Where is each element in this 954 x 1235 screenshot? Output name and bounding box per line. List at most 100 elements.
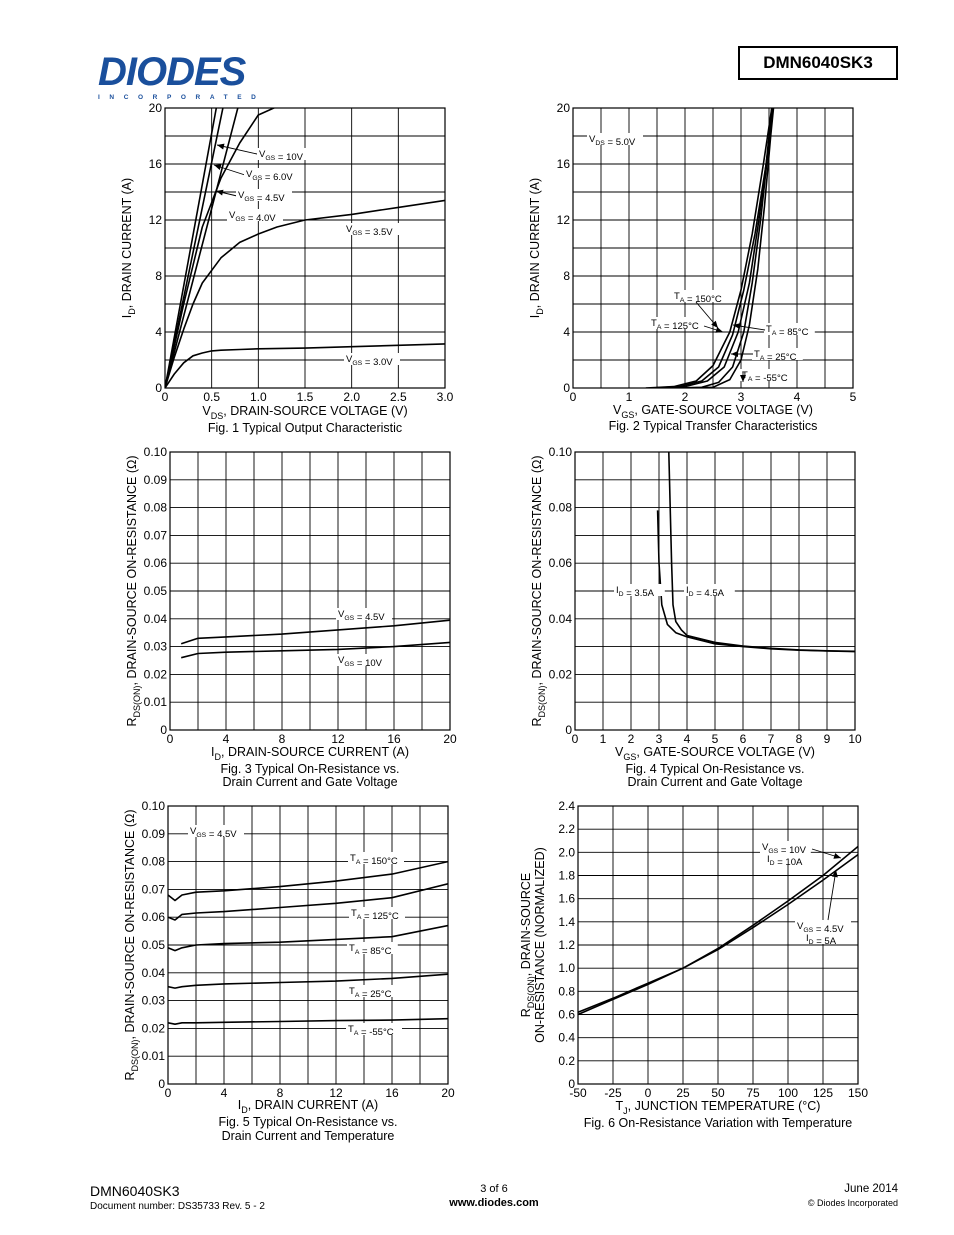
fig6-chart: -50 -25 0 25 50 75 100 125 150 0 0.2 0.4 0.6 0.8 1.0 1.…: [519, 799, 868, 1130]
text-main: I: [806, 933, 809, 944]
text-main: (A): [392, 745, 409, 759]
annotation-bg: [347, 985, 398, 997]
text-subscript: DS: [211, 411, 224, 421]
x-axis-label: TJ, JUNCTION TEMPERATURE (°C): [616, 1099, 821, 1116]
annotation-bg: [257, 148, 308, 160]
x-tick-label: 12: [331, 732, 345, 746]
text-main: VOLTAGE: [738, 745, 795, 759]
series-line: [180, 619, 450, 645]
annotation-bg: [336, 608, 392, 620]
y-tick-label: 0.01: [144, 695, 168, 709]
x-tick-label: 16: [387, 732, 401, 746]
chart-caption: Fig. 2 Typical Transfer Characteristics: [609, 419, 818, 433]
text-main: (V): [796, 403, 813, 417]
text-main: DRAIN-SOURCE: [125, 582, 139, 679]
series-annotation: TA = 150°C: [348, 852, 404, 867]
text-main: 85°C: [787, 327, 808, 338]
x-tick-label: 75: [746, 1086, 760, 1100]
y-tick-label: 0.09: [142, 827, 166, 841]
text-main: CURRENT: [120, 197, 134, 258]
y-tick-label: 20: [557, 101, 571, 115]
y-tick-label: 0.06: [549, 556, 573, 570]
series-line: [690, 108, 775, 388]
y-tick-label: 8: [563, 269, 570, 283]
annotation-bg: [244, 168, 300, 180]
footer-website-link[interactable]: www.diodes.com: [449, 1197, 539, 1209]
text-main: T: [674, 291, 680, 302]
series-annotation: VGS = 4.0V: [227, 209, 283, 224]
text-main: =: [607, 137, 613, 148]
y-tick-label: 0.02: [142, 1021, 166, 1035]
series-annotation: TA = -55°C: [740, 369, 796, 384]
text-main: V: [246, 169, 253, 180]
series-label: VGS = 10V: [259, 149, 304, 163]
text-main: 4.0V: [256, 213, 276, 224]
x-tick-label: 0: [167, 732, 174, 746]
footer-doc-number: Document number: DS35733 Rev. 5 - 2: [90, 1201, 265, 1212]
y-tick-label: 2.2: [558, 822, 575, 836]
annotation-arrowhead: [217, 143, 225, 150]
part-number-box: DMN6040SK3: [738, 46, 898, 80]
text-subscript: GS: [768, 848, 778, 855]
plot-frame: [574, 451, 856, 731]
text-main: 10V: [286, 152, 304, 163]
footer-right: June 2014 © Diodes Incorporated: [808, 1183, 898, 1208]
x-axis-label: ID, DRAIN-SOURCE CURRENT (A): [211, 745, 409, 762]
series-label: TA = 150°C: [350, 853, 398, 867]
text-main: DRAIN-SOURCE: [228, 745, 325, 759]
x-tick-label: 0: [572, 732, 579, 746]
text-main: DRAIN-SOURCE: [230, 404, 327, 418]
series-annotation: TA = -55°C: [346, 1023, 402, 1038]
text-main: -55°C: [763, 373, 788, 384]
text-main: =: [278, 152, 284, 163]
series-annotation: VGS = 3.5V: [344, 223, 400, 238]
y-tick-label: 0: [155, 381, 162, 395]
x-tick-label: 0: [162, 390, 169, 404]
y-tick-label: 0.03: [142, 994, 166, 1008]
fig3-chart: 0 4 8 12 16 20 0 0.01 0.02 0.03 0.04 0.05 0.06 0.07 0.…: [125, 445, 457, 789]
y-tick-label: 2.4: [558, 799, 575, 813]
series-label: TA = 85°C: [766, 324, 809, 338]
x-tick-label: 10: [848, 732, 862, 746]
series-line: [168, 1017, 448, 1025]
text-subscript: GS: [621, 410, 634, 420]
series-annotation: VGS = 4.5V: [188, 825, 244, 840]
text-main: V: [338, 655, 345, 666]
annotation-bg: [764, 323, 815, 335]
series-annotation: TA = 85°C: [764, 323, 815, 338]
y-tick-label: 0.09: [144, 473, 168, 487]
text-main: =: [361, 1027, 367, 1038]
series-label: TA = 25°C: [349, 986, 392, 1000]
y-tick-label: 0.04: [142, 966, 166, 980]
text-subscript: D: [689, 591, 694, 598]
series-label: TA = -55°C: [348, 1024, 394, 1038]
series-group: [645, 108, 775, 388]
text-main: ,: [519, 973, 533, 976]
x-tick-label: 20: [443, 732, 457, 746]
series-label: VGS = 4.5V: [238, 190, 285, 204]
x-tick-label: 1: [600, 732, 607, 746]
text-subscript: DS: [595, 140, 605, 147]
chart-caption: Fig. 3 Typical On-Resistance vs.: [220, 762, 399, 776]
x-tick-label: 0.5: [203, 390, 220, 404]
text-main: T: [754, 349, 760, 360]
y-tick-label: 0.8: [558, 984, 575, 998]
text-main: 4.5V: [365, 612, 385, 623]
series-annotation: VGS = 10V: [336, 654, 387, 669]
x-tick-label: 3.0: [437, 390, 454, 404]
text-main: =: [362, 989, 368, 1000]
text-main: V: [346, 224, 353, 235]
annotation-bg: [348, 852, 404, 864]
text-main: T: [651, 318, 657, 329]
annotation-arrowhead: [733, 323, 741, 330]
y-tick-label: 0.08: [142, 855, 166, 869]
text-main: V: [259, 149, 266, 160]
series-group: [180, 619, 450, 659]
x-tick-label: -25: [604, 1086, 622, 1100]
series-label: VGS = 4.0V: [229, 210, 276, 224]
text-main: VOLTAGE: [330, 404, 387, 418]
text-main: 125°C: [672, 321, 699, 332]
series-annotation: VGS = 4.5V: [236, 189, 292, 204]
series-label: TA = 85°C: [349, 943, 392, 957]
text-main: 5A: [824, 936, 836, 947]
